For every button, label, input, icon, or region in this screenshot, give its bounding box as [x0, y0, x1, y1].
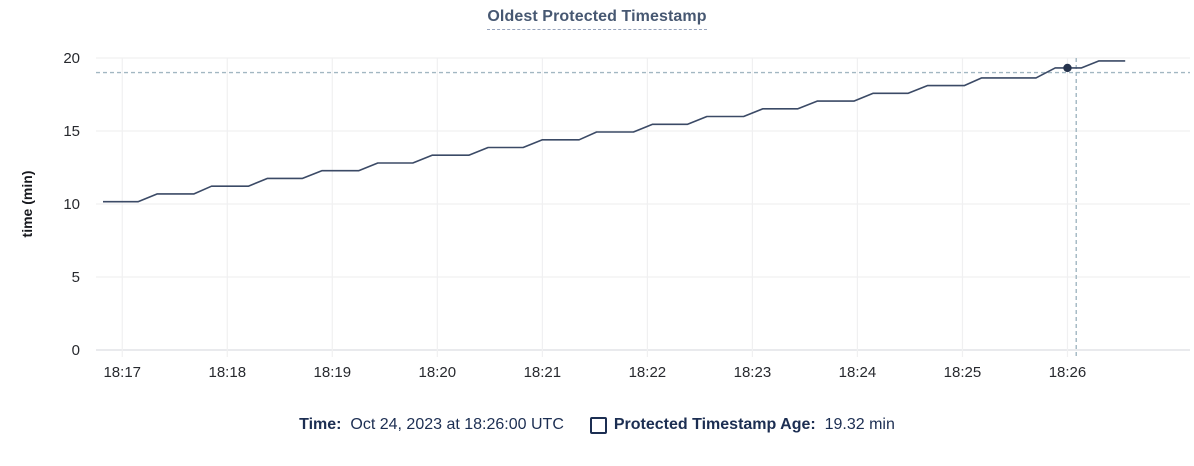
x-tick-label: 18:22 [629, 364, 667, 381]
chart-title-row: Oldest Protected Timestamp [0, 8, 1194, 30]
chart-title[interactable]: Oldest Protected Timestamp [487, 8, 707, 30]
line-chart-plot[interactable]: 0 5 10 15 20 18:17 18:18 18:19 18:20 18:21 18:22 18… [0, 0, 1194, 404]
x-tick-label: 18:23 [734, 364, 772, 381]
legend-series: Protected Timestamp Age: 19.32 min [589, 416, 895, 434]
hover-point-dot [1063, 63, 1072, 73]
x-tick-label: 18:24 [839, 364, 877, 381]
tooltip-time-label: Time: [299, 416, 342, 433]
y-tick-label: 15 [63, 123, 80, 140]
x-tick-label: 18:21 [524, 364, 562, 381]
y-axis-title: time (min) [19, 171, 35, 238]
x-tick-label: 18:18 [209, 364, 247, 381]
x-tick-label: 18:26 [1049, 364, 1087, 381]
series-toggle-checkbox[interactable] [589, 416, 607, 434]
hover-tooltip-legend: Time: Oct 24, 2023 at 18:26:00 UTC Prote… [0, 416, 1194, 434]
y-tick-label: 5 [72, 269, 80, 286]
tooltip-time-value: Oct 24, 2023 at 18:26:00 UTC [350, 416, 564, 433]
x-tick-label: 18:19 [314, 364, 352, 381]
x-tick-label: 18:25 [944, 364, 982, 381]
y-tick-label: 10 [63, 196, 80, 213]
x-tick-label: 18:20 [419, 364, 457, 381]
y-tick-label: 20 [63, 50, 80, 67]
y-tick-label: 0 [72, 342, 80, 359]
tooltip-time: Time: Oct 24, 2023 at 18:26:00 UTC [299, 416, 564, 434]
x-tick-label: 18:17 [103, 364, 141, 381]
series-value: 19.32 min [824, 416, 895, 433]
series-name-label: Protected Timestamp Age: [613, 416, 816, 433]
series-line-protected-timestamp-age [103, 60, 1126, 203]
